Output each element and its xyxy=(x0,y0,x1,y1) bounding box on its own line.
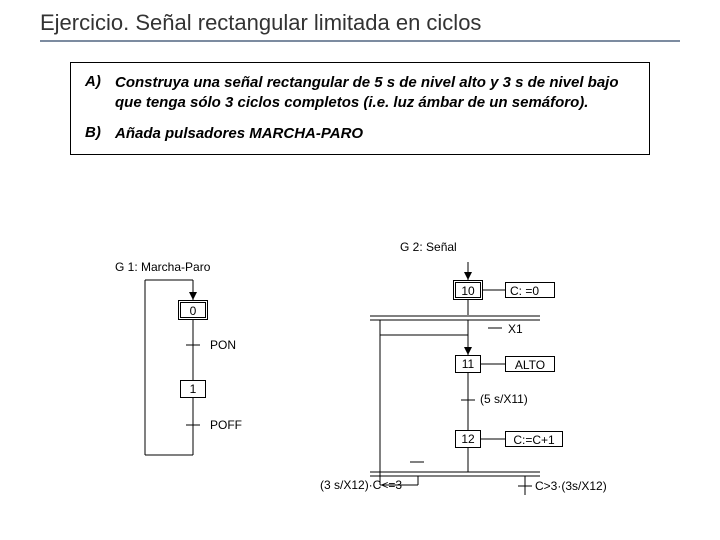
exercise-b-text: Añada pulsadores MARCHA-PARO xyxy=(115,124,363,144)
g2-trans-3s-left: (3 s/X12)·C<=3 xyxy=(320,478,402,492)
g2-trans-c3: C>3·(3s/X12) xyxy=(535,479,607,493)
g2-trans-x1: X1 xyxy=(508,322,523,336)
exercise-a-text: Construya una señal rectangular de 5 s d… xyxy=(115,73,635,114)
g2-action-10: C: =0 xyxy=(505,282,555,298)
exercise-box: A) Construya una señal rectangular de 5 … xyxy=(70,62,650,155)
g2-action-11: ALTO xyxy=(505,356,555,372)
grafcet-diagram: G 1: Marcha-Paro G 2: Señal 0 1 PON POFF xyxy=(0,240,720,530)
g2-trans-5s: (5 s/X11) xyxy=(480,392,528,406)
g2-step-11: 11 xyxy=(455,355,481,373)
page-title: Ejercicio. Señal rectangular limitada en… xyxy=(40,10,680,42)
exercise-b-label: B) xyxy=(85,124,115,144)
exercise-a-label: A) xyxy=(85,73,115,114)
g2-step-10: 10 xyxy=(453,280,483,300)
g2-step-12: 12 xyxy=(455,430,481,448)
g2-action-12: C:=C+1 xyxy=(505,431,563,447)
